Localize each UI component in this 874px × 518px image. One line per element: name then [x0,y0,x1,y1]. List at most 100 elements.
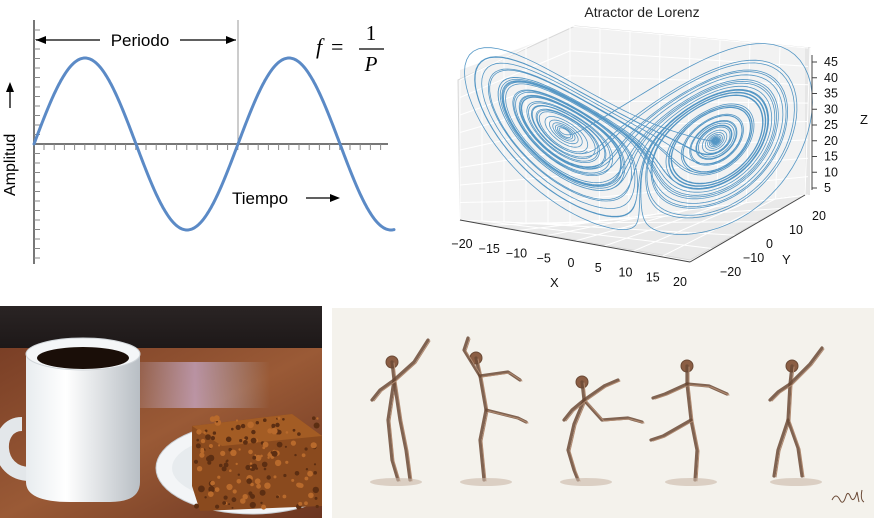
cake-crumb [254,478,261,485]
cake-crumb [240,498,246,504]
table-reflection [120,362,270,408]
grid-line [459,174,571,186]
y-tick-label: −20 [720,265,741,279]
x-tick-label: −20 [451,237,472,251]
dancer-shadow [770,478,822,486]
x-tick-label: 10 [619,266,633,280]
cake-crumb [314,496,318,500]
cake-crumb [304,501,308,506]
dancer-limb [370,378,396,402]
cake-crumb [263,418,267,422]
dancer-limb-shade [654,384,690,400]
cake-crumb [209,416,216,422]
grid-line [547,207,783,225]
dancer-limb-shade [481,372,523,382]
cake-crumb [229,469,232,472]
cake-crumb [249,501,256,509]
dancer-limb-shade [569,400,587,482]
cake-crumb [290,440,296,446]
z-tick-label: 35 [824,87,838,101]
formula-denominator: P [364,52,378,76]
cake-crumb [196,429,202,435]
cake-crumb [205,434,211,440]
cake-crumb [308,492,314,499]
cake-crumb [193,459,199,464]
cake-crumb [315,504,319,509]
y-axis-line [689,194,806,263]
dancer-limb-shade [487,410,529,424]
cake-crumb [230,449,237,456]
cake-crumb [251,463,258,469]
dancer-sketch-svg [370,336,865,503]
cake-crumb [297,482,303,488]
cake-crumb [231,497,237,503]
cake-crumb [305,468,309,471]
grid-line [603,205,718,247]
dancer-limb [685,382,699,482]
cake-crumb [243,440,248,445]
x-tick-labels: −20 −15 −10 −5 0 5 10 15 20 [451,237,687,289]
dancer-limb [392,378,412,482]
cake-crumb [194,503,199,509]
dancer-figure-4 [649,359,730,486]
cake-crumb [260,501,263,505]
cake-crumb [200,438,206,444]
dancer-limb [649,418,693,442]
cake-crumb [249,462,253,465]
dancer-limb [462,336,482,378]
coffee-cake-photo [0,306,322,518]
artist-signature [831,489,865,503]
cake-crumb [264,482,271,489]
dancer-limb [788,364,794,386]
formula-lhs: f [316,34,325,59]
dancer-limb-shade [791,348,825,386]
dancer-figure-1 [370,338,431,486]
dancer-shadow [665,478,717,486]
x-tick-label: −10 [506,247,527,261]
cake-crumb [294,453,297,457]
dancer-limb [386,378,400,482]
coffee-mug-icon [26,354,140,502]
cake-crumb [237,473,240,476]
cake-crumb [316,417,319,420]
dancer-limb-shade [395,380,413,482]
cake-crumb [313,422,320,429]
x-tick-label: 5 [595,261,602,275]
cake-crumb [235,462,238,466]
cake-crumb [313,463,317,466]
cake-crumb [207,491,214,497]
dancer-limb-shade [688,384,730,396]
cake-crumb [225,436,232,443]
grid-line [459,100,571,133]
dancer-limb [390,360,396,382]
cake-crumb [210,436,215,441]
cake-crumb [277,416,281,420]
cake-crumb [271,450,278,457]
cake-crumb [236,479,242,484]
dancer-limb-shade [565,400,587,422]
dancer-limb [392,338,430,382]
dancer-limb [651,382,689,400]
dancer-limb-shade [688,384,700,482]
amplitude-label: Amplitud [2,134,19,196]
cake-crumb [285,460,289,464]
grid-line [459,50,571,98]
cake-crumb [271,428,278,435]
cake-crumb [212,431,217,435]
cake-crumb [307,470,313,477]
cake-crumb [231,427,234,431]
cake-crumb [228,503,231,506]
formula-equals: = [331,34,343,59]
mug-handle [0,417,31,481]
x-tick-label: 15 [646,270,660,284]
cake-crumb [215,504,220,509]
cake-crumb [214,487,220,492]
dancer-limb [768,382,792,402]
coffee-photo-svg [0,306,322,518]
cake-crumb [246,478,252,484]
grid-line [481,220,714,250]
z-axis-label: Z [860,112,868,127]
coffee-surface [37,347,129,369]
cake-crumb [219,463,223,468]
cake-crumb [251,429,256,435]
